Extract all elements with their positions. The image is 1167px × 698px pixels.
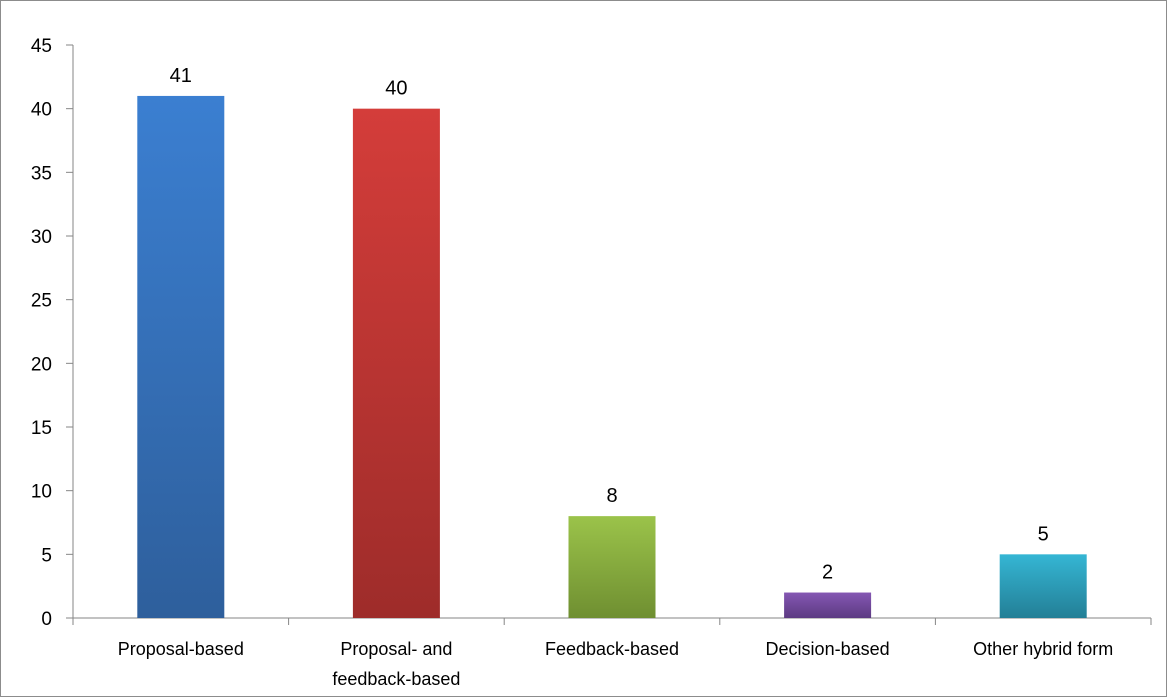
category-label: Decision-based bbox=[766, 639, 890, 659]
y-tick-label: 0 bbox=[41, 609, 52, 630]
y-tick-label: 5 bbox=[41, 545, 52, 566]
bar bbox=[137, 95, 225, 618]
data-label: 2 bbox=[822, 562, 833, 584]
y-tick-label: 30 bbox=[31, 227, 52, 248]
data-labels: 41 40 8 2 5 bbox=[170, 65, 1049, 584]
y-tick-label: 15 bbox=[31, 418, 52, 439]
data-label: 5 bbox=[1038, 523, 1049, 545]
category-label: Proposal- and bbox=[340, 639, 452, 659]
bar bbox=[568, 516, 656, 618]
category-labels: Proposal-based Proposal- and feedback-base… bbox=[118, 639, 1113, 689]
data-label: 8 bbox=[606, 485, 617, 507]
y-tick-label: 20 bbox=[31, 354, 52, 375]
bar bbox=[784, 592, 872, 618]
bar bbox=[352, 108, 440, 619]
y-tick-label: 10 bbox=[31, 482, 52, 503]
bar bbox=[999, 554, 1087, 618]
y-tick-label: 45 bbox=[31, 36, 52, 57]
bars bbox=[137, 95, 1087, 619]
category-label: Feedback-based bbox=[545, 639, 679, 659]
x-axis bbox=[66, 617, 1152, 625]
y-tick-label: 40 bbox=[31, 100, 52, 121]
category-label: feedback-based bbox=[332, 669, 460, 689]
category-label: Other hybrid form bbox=[973, 639, 1113, 659]
data-label: 41 bbox=[170, 65, 192, 87]
y-tick-label: 35 bbox=[31, 163, 52, 184]
category-label: Proposal-based bbox=[118, 639, 244, 659]
y-axis: 0 5 10 15 20 25 30 35 40 45 bbox=[31, 36, 74, 630]
data-label: 40 bbox=[385, 78, 407, 100]
y-tick-label: 25 bbox=[31, 291, 52, 312]
